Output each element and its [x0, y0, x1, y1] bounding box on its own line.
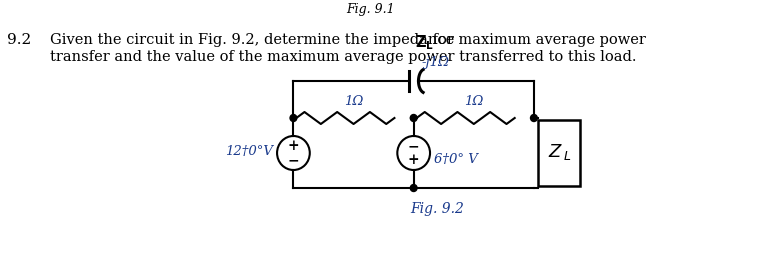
Circle shape [277, 136, 310, 170]
Text: $\mathbf{Z_L}$: $\mathbf{Z_L}$ [415, 33, 434, 52]
Text: 6†0° V: 6†0° V [434, 152, 478, 165]
Text: 1Ω: 1Ω [344, 95, 363, 108]
Text: -j1Ω: -j1Ω [422, 56, 449, 69]
Circle shape [290, 114, 297, 122]
Circle shape [530, 114, 537, 122]
Text: Fig. 9.1: Fig. 9.1 [346, 3, 395, 16]
Text: 9.2: 9.2 [7, 33, 31, 47]
Circle shape [410, 185, 417, 192]
Text: Given the circuit in Fig. 9.2, determine the impedance: Given the circuit in Fig. 9.2, determine… [50, 33, 459, 47]
Circle shape [410, 114, 417, 122]
Text: −: − [408, 139, 419, 153]
Text: $L$: $L$ [563, 151, 571, 164]
Text: 1Ω: 1Ω [464, 95, 483, 108]
Text: 12†0°V: 12†0°V [225, 144, 273, 157]
Bar [538, 120, 580, 186]
Text: +: + [408, 153, 419, 167]
Text: +: + [288, 139, 299, 153]
Circle shape [397, 136, 430, 170]
Text: $Z$: $Z$ [547, 143, 563, 161]
Text: −: − [288, 153, 299, 167]
Text: for maximum average power: for maximum average power [428, 33, 646, 47]
Text: Fig. 9.2: Fig. 9.2 [410, 202, 463, 216]
Text: transfer and the value of the maximum average power transferred to this load.: transfer and the value of the maximum av… [50, 50, 637, 64]
